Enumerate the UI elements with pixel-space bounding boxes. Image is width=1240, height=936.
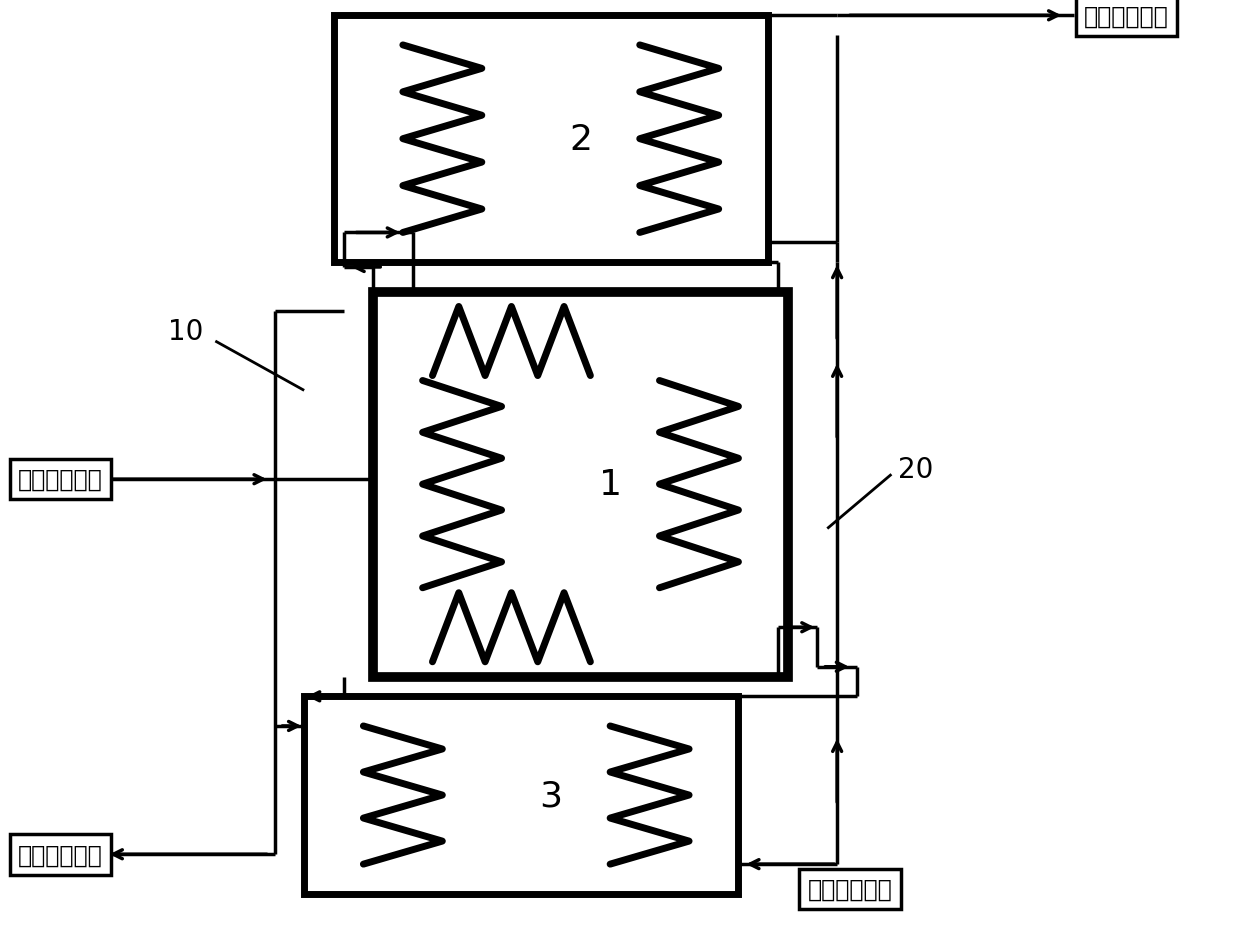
Text: 1: 1: [599, 468, 621, 502]
Bar: [304, 696, 739, 894]
Text: 10: 10: [169, 318, 203, 345]
Text: 2: 2: [569, 123, 591, 156]
Text: 二次网热水回: 二次网热水回: [1084, 5, 1168, 28]
Text: 一次网热水进: 一次网热水进: [17, 468, 103, 491]
Bar: [373, 292, 787, 677]
Text: 二次网热水进: 二次网热水进: [807, 877, 893, 900]
Text: 20: 20: [899, 456, 934, 484]
Bar: [334, 16, 768, 263]
Text: 3: 3: [539, 778, 563, 812]
Text: 一次网热水回: 一次网热水回: [17, 842, 103, 867]
